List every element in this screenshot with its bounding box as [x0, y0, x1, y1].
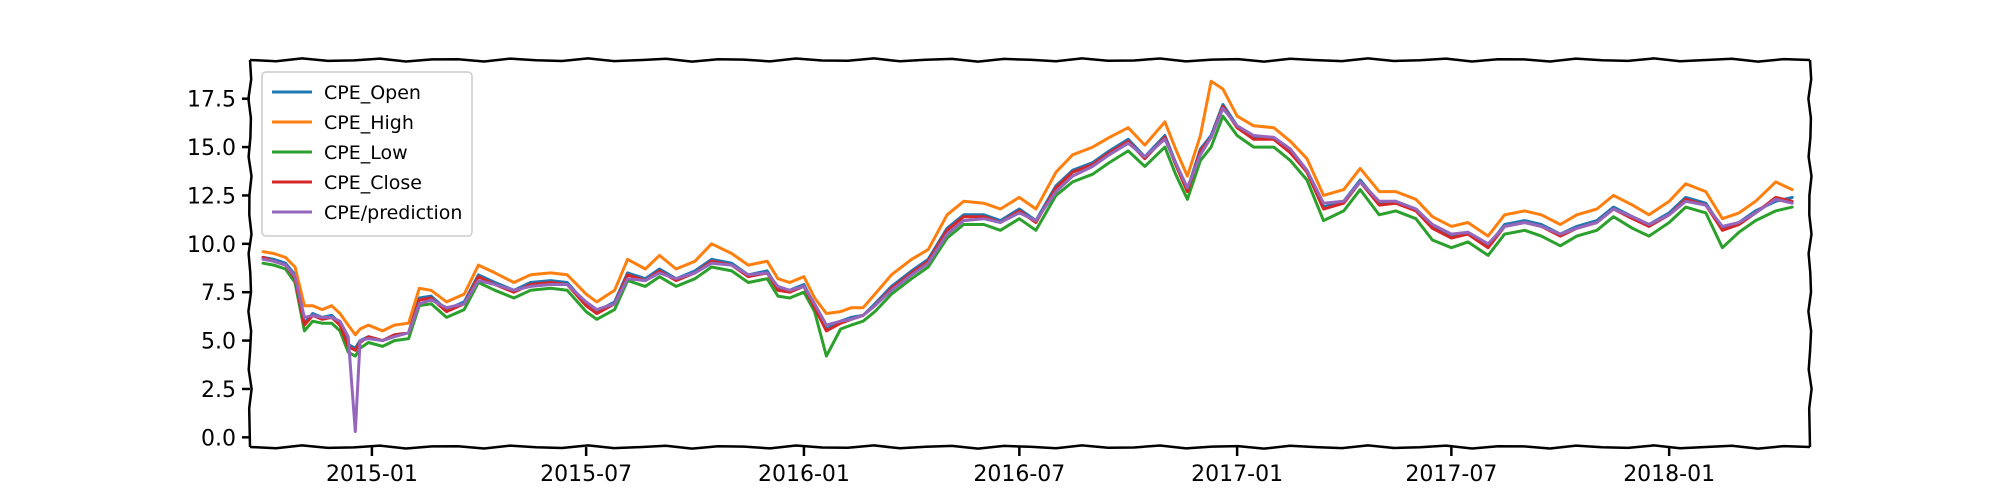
x-tick-label: 2016-07	[973, 462, 1065, 487]
series-line-cpe-prediction	[261, 106, 1794, 433]
x-tick-label: 2017-07	[1405, 462, 1497, 487]
legend-entry-label: CPE_Low	[324, 142, 408, 164]
y-tick-label: 10.0	[187, 233, 236, 258]
axes-frame	[247, 57, 1813, 450]
legend-box	[261, 71, 473, 237]
legend-entry-label: CPE_Close	[324, 172, 422, 194]
series-layer	[261, 79, 1794, 433]
frame-top	[249, 57, 1811, 63]
frame-right	[1807, 59, 1813, 448]
y-tick-label: 0.0	[201, 426, 236, 451]
series-line-cpe-low	[261, 114, 1794, 358]
y-tick-label: 7.5	[201, 281, 236, 306]
x-tick-label: 2016-01	[758, 462, 850, 487]
x-tick-label: 2018-01	[1623, 462, 1715, 487]
legend-entry-label: CPE/prediction	[324, 202, 462, 224]
x-tick-label: 2017-01	[1191, 462, 1283, 487]
series-line-cpe-close	[261, 104, 1794, 352]
y-axis: 0.0 2.5 5.0 7.5 10.0 12.5 15.0 17.5	[187, 88, 250, 451]
frame-left	[247, 59, 253, 448]
series-line-cpe-open	[261, 103, 1794, 350]
x-axis: 2015-01 2015-07 2016-01 2016-07 2017-01 2017-…	[326, 447, 1715, 487]
legend: CPE_Open CPE_High CPE_Low CPE_Close CPE/pred…	[261, 71, 473, 237]
series-line-cpe-high	[261, 79, 1794, 337]
y-tick-label: 12.5	[187, 184, 236, 209]
y-tick-label: 5.0	[201, 330, 236, 355]
y-tick-label: 17.5	[187, 88, 236, 113]
legend-entry-label: CPE_High	[324, 112, 414, 134]
y-tick-label: 15.0	[187, 136, 236, 161]
frame-bottom	[249, 444, 1811, 450]
y-tick-label: 2.5	[201, 378, 236, 403]
legend-entry-label: CPE_Open	[324, 82, 421, 104]
x-tick-label: 2015-07	[540, 462, 632, 487]
x-tick-label: 2015-01	[326, 462, 418, 487]
